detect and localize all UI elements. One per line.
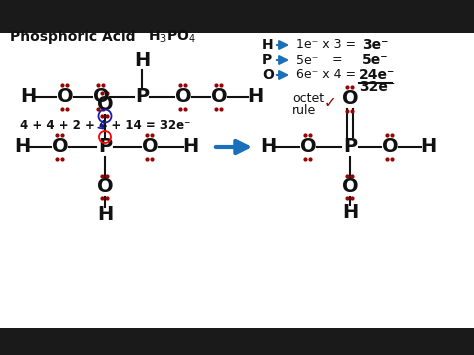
Text: O: O bbox=[342, 89, 358, 109]
Text: P: P bbox=[262, 53, 272, 67]
Text: H: H bbox=[182, 137, 198, 157]
Text: O: O bbox=[97, 178, 113, 197]
Text: H: H bbox=[14, 137, 30, 157]
Text: O: O bbox=[175, 87, 191, 106]
Text: H: H bbox=[134, 51, 150, 71]
Text: O: O bbox=[57, 87, 73, 106]
Text: H: H bbox=[342, 203, 358, 223]
FancyBboxPatch shape bbox=[0, 33, 474, 328]
Text: H$_3$PO$_4$: H$_3$PO$_4$ bbox=[148, 29, 196, 45]
Text: 32e⁻: 32e⁻ bbox=[359, 80, 395, 94]
Text: 5e⁻: 5e⁻ bbox=[362, 53, 389, 67]
Text: H: H bbox=[262, 38, 273, 52]
Text: P: P bbox=[343, 137, 357, 157]
Text: Phosphoric Acid: Phosphoric Acid bbox=[10, 30, 136, 44]
Text: ✓: ✓ bbox=[324, 95, 337, 110]
Text: H: H bbox=[420, 137, 436, 157]
Text: 1e⁻ x 3 =: 1e⁻ x 3 = bbox=[296, 38, 356, 51]
Text: H: H bbox=[247, 87, 263, 106]
Text: H: H bbox=[97, 206, 113, 224]
Text: O: O bbox=[93, 87, 109, 106]
Text: H: H bbox=[20, 87, 36, 106]
Text: H: H bbox=[260, 137, 276, 157]
FancyBboxPatch shape bbox=[0, 33, 474, 328]
FancyArrowPatch shape bbox=[98, 124, 103, 129]
Text: 5e⁻: 5e⁻ bbox=[296, 54, 319, 66]
Text: rule: rule bbox=[292, 104, 316, 117]
Text: 4 + 4 + 2 + 4 + 14 = 32e⁻: 4 + 4 + 2 + 4 + 14 = 32e⁻ bbox=[20, 119, 191, 132]
Text: octet: octet bbox=[292, 92, 324, 105]
Text: O: O bbox=[300, 137, 316, 157]
Text: O: O bbox=[52, 137, 68, 157]
Text: O: O bbox=[97, 95, 113, 115]
Text: O: O bbox=[382, 137, 398, 157]
Text: 6e⁻ x 4 =: 6e⁻ x 4 = bbox=[296, 69, 356, 82]
Text: 3e⁻: 3e⁻ bbox=[362, 38, 389, 52]
Text: 24e⁻: 24e⁻ bbox=[359, 68, 395, 82]
Text: O: O bbox=[210, 87, 228, 106]
Text: P: P bbox=[135, 87, 149, 106]
Text: O: O bbox=[142, 137, 158, 157]
Text: P: P bbox=[98, 137, 112, 157]
Text: O: O bbox=[342, 178, 358, 197]
Text: =: = bbox=[332, 54, 343, 66]
Text: O: O bbox=[262, 68, 274, 82]
